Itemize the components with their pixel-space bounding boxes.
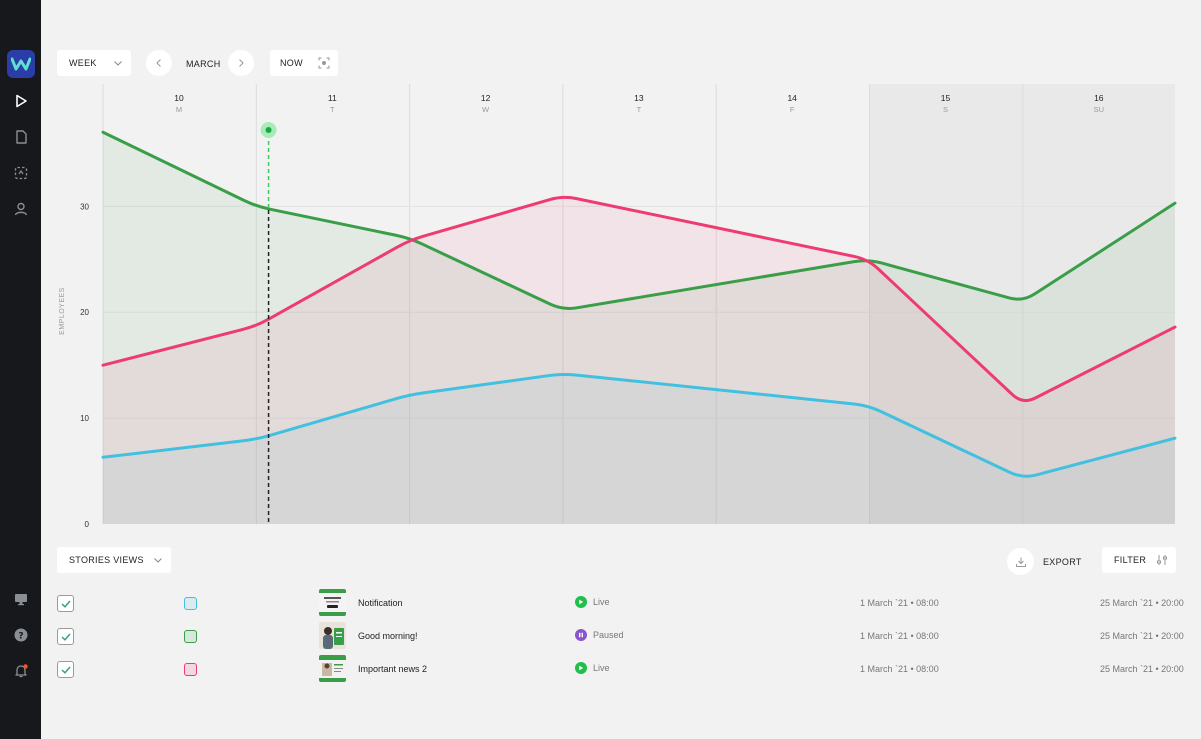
bell-icon[interactable] bbox=[11, 661, 31, 681]
download-icon bbox=[1015, 557, 1026, 567]
document-icon[interactable] bbox=[11, 127, 31, 147]
y-axis-label: EMPLOYEES bbox=[59, 287, 66, 335]
end-date: 25 March `21 • 20:00 bbox=[1100, 631, 1184, 641]
x-tick-weekday: T bbox=[330, 105, 335, 114]
row-checkbox[interactable] bbox=[57, 661, 74, 678]
chart-labels: 0 10 20 30 EMPLOYEES 10 M 11 T 12 W 13 T 14 F 15 S 16 SU bbox=[59, 93, 1104, 529]
y-tick-label: 20 bbox=[80, 308, 89, 317]
start-date: 1 March `21 • 08:00 bbox=[860, 631, 939, 641]
sidebar: ? bbox=[0, 0, 41, 739]
range-select[interactable]: WEEK bbox=[57, 50, 131, 76]
series-color-swatch[interactable] bbox=[184, 630, 197, 643]
series-line[interactable] bbox=[101, 195, 1177, 403]
y-tick-label: 0 bbox=[85, 520, 90, 529]
status-badge: Live bbox=[575, 662, 610, 674]
x-tick-day: 11 bbox=[328, 93, 337, 103]
x-tick-weekday: SU bbox=[1094, 105, 1104, 114]
y-tick-label: 30 bbox=[80, 202, 89, 211]
play-status-icon bbox=[575, 596, 587, 608]
status-label: Live bbox=[593, 663, 610, 673]
month-label: MARCH bbox=[186, 59, 221, 69]
now-marker-handle[interactable] bbox=[265, 127, 272, 133]
filter-button[interactable]: FILTER bbox=[1102, 547, 1176, 573]
metric-select-value: STORIES VIEWS bbox=[69, 555, 144, 565]
story-name[interactable]: Good morning! bbox=[358, 631, 418, 641]
x-tick-weekday: M bbox=[176, 105, 182, 114]
svg-text:?: ? bbox=[18, 631, 23, 641]
range-select-value: WEEK bbox=[69, 58, 97, 68]
sliders-icon bbox=[1156, 554, 1168, 568]
metric-select[interactable]: STORIES VIEWS bbox=[57, 547, 171, 573]
chevron-left-icon bbox=[156, 59, 161, 67]
story-thumbnail[interactable] bbox=[319, 655, 346, 682]
status-label: Paused bbox=[593, 630, 624, 640]
chevron-down-icon bbox=[153, 555, 163, 567]
x-tick-day: 15 bbox=[941, 93, 951, 103]
x-tick-day: 14 bbox=[787, 93, 797, 103]
pause-status-icon bbox=[575, 629, 587, 641]
monitor-icon[interactable] bbox=[11, 589, 31, 609]
story-name[interactable]: Important news 2 bbox=[358, 664, 428, 674]
series-area bbox=[103, 197, 1175, 524]
now-button[interactable]: NOW bbox=[270, 50, 338, 76]
user-icon[interactable] bbox=[11, 199, 31, 219]
series-color-swatch[interactable] bbox=[184, 663, 197, 676]
check-icon bbox=[60, 666, 71, 674]
now-button-label: NOW bbox=[280, 58, 303, 68]
now-marker[interactable] bbox=[260, 122, 277, 524]
end-date: 25 March `21 • 20:00 bbox=[1100, 598, 1184, 608]
x-tick-weekday: F bbox=[790, 105, 795, 114]
status-badge: Paused bbox=[575, 629, 624, 641]
target-icon bbox=[318, 57, 330, 71]
x-tick-weekday: T bbox=[637, 105, 642, 114]
play-status-icon bbox=[575, 662, 587, 674]
table-row: Good morning! Paused 1 March `21 • 08:00… bbox=[0, 620, 1201, 652]
start-date: 1 March `21 • 08:00 bbox=[860, 664, 939, 674]
x-tick-weekday: W bbox=[482, 105, 490, 114]
series-area bbox=[103, 374, 1175, 524]
export-label[interactable]: EXPORT bbox=[1043, 557, 1082, 567]
status-badge: Live bbox=[575, 596, 610, 608]
y-tick-label: 10 bbox=[80, 414, 89, 423]
series-color-swatch[interactable] bbox=[184, 597, 197, 610]
story-thumbnail[interactable] bbox=[319, 622, 346, 649]
export-button[interactable] bbox=[1007, 548, 1034, 575]
chart-lines bbox=[101, 130, 1177, 478]
check-icon bbox=[60, 633, 71, 641]
series-line[interactable] bbox=[101, 372, 1177, 478]
x-tick-day: 16 bbox=[1094, 93, 1104, 103]
play-icon[interactable] bbox=[11, 91, 31, 111]
wave-logo-icon[interactable] bbox=[7, 50, 35, 78]
story-thumbnail[interactable] bbox=[319, 589, 346, 616]
x-tick-day: 13 bbox=[634, 93, 644, 103]
story-name[interactable]: Notification bbox=[358, 598, 403, 608]
x-tick-day: 12 bbox=[481, 93, 491, 103]
chevron-right-icon bbox=[239, 59, 244, 67]
status-label: Live bbox=[593, 597, 610, 607]
start-date: 1 March `21 • 08:00 bbox=[860, 598, 939, 608]
previous-month-button[interactable] bbox=[146, 50, 172, 76]
chevron-down-icon bbox=[113, 58, 123, 70]
check-icon bbox=[60, 600, 71, 608]
next-month-button[interactable] bbox=[228, 50, 254, 76]
help-icon[interactable]: ? bbox=[11, 625, 31, 645]
filter-button-label: FILTER bbox=[1114, 555, 1147, 565]
dashed-square-icon[interactable] bbox=[11, 163, 31, 183]
employees-chart: 0 10 20 30 EMPLOYEES 10 M 11 T 12 W 13 T 14 F 15 S 16 SU bbox=[59, 84, 1177, 529]
row-checkbox[interactable] bbox=[57, 595, 74, 612]
table-row: Important news 2 Live 1 March `21 • 08:0… bbox=[0, 653, 1201, 685]
x-tick-day: 10 bbox=[174, 93, 184, 103]
end-date: 25 March `21 • 20:00 bbox=[1100, 664, 1184, 674]
row-checkbox[interactable] bbox=[57, 628, 74, 645]
series-line[interactable] bbox=[101, 130, 1177, 310]
x-tick-weekday: S bbox=[943, 105, 948, 114]
table-row: Notification Live 1 March `21 • 08:00 25… bbox=[0, 587, 1201, 619]
